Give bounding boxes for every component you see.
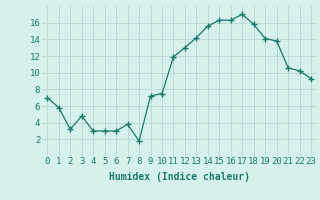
X-axis label: Humidex (Indice chaleur): Humidex (Indice chaleur) [109, 172, 250, 182]
